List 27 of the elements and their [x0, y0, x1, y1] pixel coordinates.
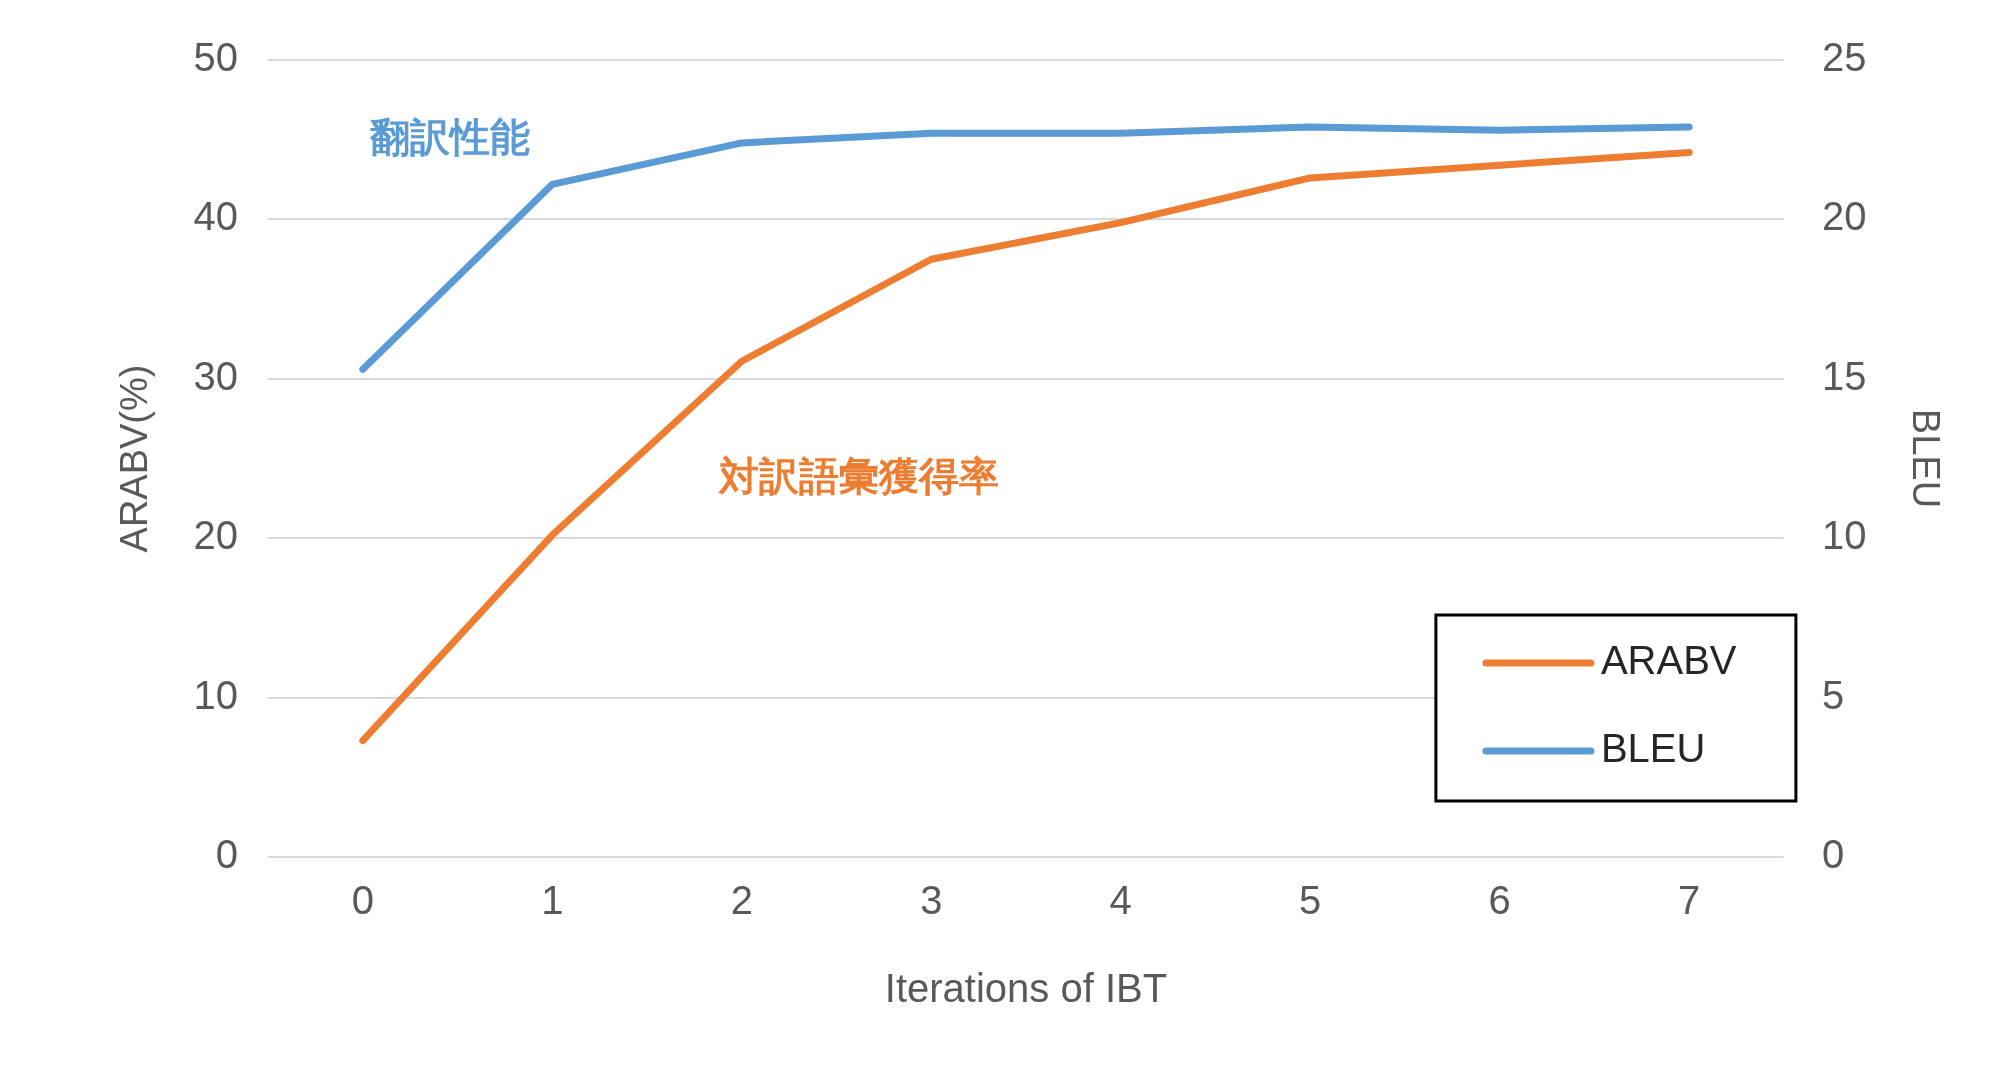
y-tick-label: 30: [193, 353, 239, 398]
x-tick-label: 1: [541, 878, 564, 923]
y2-tick-label: 15: [1821, 353, 1867, 398]
x-tick-label: 2: [730, 878, 753, 923]
y-tick-label: 40: [193, 194, 239, 239]
y2-tick-label: 0: [1821, 832, 1845, 877]
y2-tick-label: 25: [1821, 35, 1867, 80]
x-tick-label: 3: [920, 878, 943, 923]
legend-label: BLEU: [1600, 726, 1706, 771]
legend-label: ARABV: [1600, 638, 1737, 683]
x-axis-title: Iterations of IBT: [884, 966, 1168, 1011]
y2-tick-label: 5: [1821, 672, 1845, 717]
x-tick-label: 5: [1299, 878, 1322, 923]
y2-tick-label: 20: [1821, 194, 1867, 239]
y-tick-label: 20: [193, 513, 239, 558]
y-tick-label: 0: [215, 832, 239, 877]
annotation: 対訳語彙獲得率: [718, 454, 1000, 499]
y-tick-label: 10: [193, 672, 239, 717]
y-tick-label: 50: [193, 35, 239, 80]
x-tick-label: 0: [351, 878, 374, 923]
y2-tick-label: 10: [1821, 513, 1867, 558]
y2-axis-title: BLEU: [1904, 408, 1947, 509]
x-tick-label: 6: [1488, 878, 1511, 923]
y-axis-title: ARABV(%): [113, 364, 156, 553]
annotation: 翻訳性能: [368, 114, 530, 159]
x-tick-label: 7: [1678, 878, 1701, 923]
x-tick-label: 4: [1109, 878, 1132, 923]
